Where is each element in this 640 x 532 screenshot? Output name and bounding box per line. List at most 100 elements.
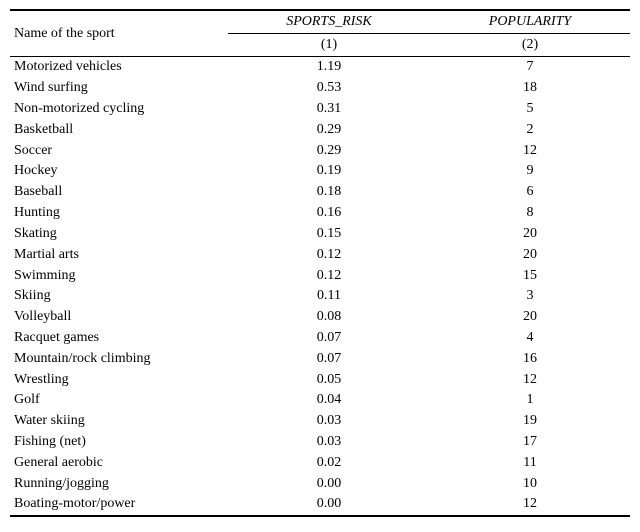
cell-sport-name: Wind surfing [14, 80, 88, 96]
cell-sport-name: Hunting [14, 205, 60, 221]
cell-sports-risk: 0.18 [316, 184, 342, 200]
cell-sport-name: Soccer [14, 142, 53, 158]
cell-sport-name: Racquet games [14, 329, 100, 345]
cell-sport-name: Boating-motor/power [14, 496, 136, 512]
cell-popularity: 12 [523, 142, 537, 158]
cell-popularity: 4 [526, 329, 534, 345]
cell-sports-risk: 1.19 [316, 59, 342, 75]
cell-popularity: 20 [523, 309, 537, 325]
cell-sports-risk: 0.05 [316, 371, 342, 387]
table-row: Water skiing 0.03 19 [10, 411, 630, 432]
cell-sports-risk: 0.07 [316, 350, 342, 366]
cell-sport-name: Martial arts [14, 246, 79, 262]
header-right-group: SPORTS_RISK POPULARITY (1) (2) [228, 11, 630, 56]
table-row: Non-motorized cycling 0.31 5 [10, 99, 630, 120]
cell-sport-name: Hockey [14, 163, 58, 179]
cell-sports-risk: 0.31 [316, 101, 342, 117]
cell-sport-name: General aerobic [14, 454, 103, 470]
cell-sports-risk: 0.12 [316, 246, 342, 262]
cell-popularity: 10 [523, 475, 537, 491]
cell-sport-name: Running/jogging [14, 475, 109, 491]
cell-sports-risk: 0.03 [316, 434, 342, 450]
cell-popularity: 20 [523, 225, 537, 241]
table-row: Baseball 0.18 6 [10, 182, 630, 203]
cell-sports-risk: 0.12 [316, 267, 342, 283]
cell-sport-name: Fishing (net) [14, 434, 86, 450]
table-row: Basketball 0.29 2 [10, 119, 630, 140]
cell-sports-risk: 0.04 [316, 392, 342, 408]
header-name-of-sport: Name of the sport [14, 25, 115, 41]
cell-sport-name: Basketball [14, 121, 74, 137]
cell-sports-risk: 0.02 [316, 454, 342, 470]
table-row: Boating-motor/power 0.00 12 [10, 494, 630, 515]
cell-sports-risk: 0.00 [316, 475, 342, 491]
table-row: Wind surfing 0.53 18 [10, 78, 630, 99]
cell-popularity: 5 [526, 101, 534, 117]
cell-popularity: 17 [523, 434, 537, 450]
cell-sports-risk: 0.11 [317, 288, 341, 304]
cell-popularity: 15 [523, 267, 537, 283]
cell-sports-risk: 0.08 [316, 309, 342, 325]
table-row: Mountain/rock climbing 0.07 16 [10, 348, 630, 369]
cell-sport-name: Golf [14, 392, 40, 408]
cell-popularity: 16 [523, 350, 537, 366]
table-row: Volleyball 0.08 20 [10, 307, 630, 328]
cell-popularity: 9 [526, 163, 534, 179]
table-row: Golf 0.04 1 [10, 390, 630, 411]
cell-sport-name: Volleyball [14, 309, 72, 325]
table-row: Skating 0.15 20 [10, 224, 630, 245]
cell-popularity: 20 [523, 246, 537, 262]
cell-popularity: 12 [523, 496, 537, 512]
cell-popularity: 18 [523, 80, 537, 96]
table-body: Motorized vehicles 1.19 7 Wind surfing 0… [10, 57, 630, 515]
cell-sports-risk: 0.00 [316, 496, 342, 512]
cell-sports-risk: 0.29 [316, 121, 342, 137]
cell-popularity: 7 [526, 59, 534, 75]
cell-popularity: 3 [526, 288, 534, 304]
cell-sport-name: Mountain/rock climbing [14, 350, 151, 366]
cell-sports-risk: 0.19 [316, 163, 342, 179]
cell-popularity: 19 [523, 413, 537, 429]
header-sports-risk: SPORTS_RISK [286, 14, 372, 29]
cell-popularity: 12 [523, 371, 537, 387]
cell-sport-name: Water skiing [14, 413, 85, 429]
table-row: Swimming 0.12 15 [10, 265, 630, 286]
table-row: Racquet games 0.07 4 [10, 328, 630, 349]
table-row: General aerobic 0.02 11 [10, 452, 630, 473]
table-row: Soccer 0.29 12 [10, 140, 630, 161]
cell-sports-risk: 0.07 [316, 329, 342, 345]
cell-sports-risk: 0.03 [316, 413, 342, 429]
table-row: Fishing (net) 0.03 17 [10, 432, 630, 453]
header-group-row: SPORTS_RISK POPULARITY [228, 11, 630, 34]
table-row: Skiing 0.11 3 [10, 286, 630, 307]
table-row: Running/jogging 0.00 10 [10, 473, 630, 494]
cell-sport-name: Swimming [14, 267, 76, 283]
header-popularity: POPULARITY [488, 14, 572, 29]
cell-sport-name: Skating [14, 225, 57, 241]
header-subrow: (1) (2) [228, 34, 630, 56]
cell-sport-name: Non-motorized cycling [14, 101, 145, 117]
header-col-1: (1) [320, 37, 338, 52]
table-row: Martial arts 0.12 20 [10, 244, 630, 265]
cell-sport-name: Skiing [14, 288, 51, 304]
cell-sport-name: Wrestling [14, 371, 69, 387]
cell-popularity: 8 [526, 205, 534, 221]
cell-sports-risk: 0.53 [316, 80, 342, 96]
table-row: Wrestling 0.05 12 [10, 369, 630, 390]
cell-sports-risk: 0.15 [316, 225, 342, 241]
cell-sports-risk: 0.16 [316, 205, 342, 221]
cell-popularity: 2 [526, 121, 534, 137]
sports-risk-popularity-table: Name of the sport SPORTS_RISK POPULARITY… [10, 9, 630, 517]
cell-sports-risk: 0.29 [316, 142, 342, 158]
cell-popularity: 6 [526, 184, 534, 200]
cell-popularity: 11 [523, 454, 537, 470]
table-row: Hockey 0.19 9 [10, 161, 630, 182]
table-header: Name of the sport SPORTS_RISK POPULARITY… [10, 11, 630, 57]
table-row: Motorized vehicles 1.19 7 [10, 57, 630, 78]
table-row: Hunting 0.16 8 [10, 203, 630, 224]
cell-popularity: 1 [526, 392, 534, 408]
cell-sport-name: Baseball [14, 184, 63, 200]
cell-sport-name: Motorized vehicles [14, 59, 122, 75]
header-col-2: (2) [521, 37, 539, 52]
